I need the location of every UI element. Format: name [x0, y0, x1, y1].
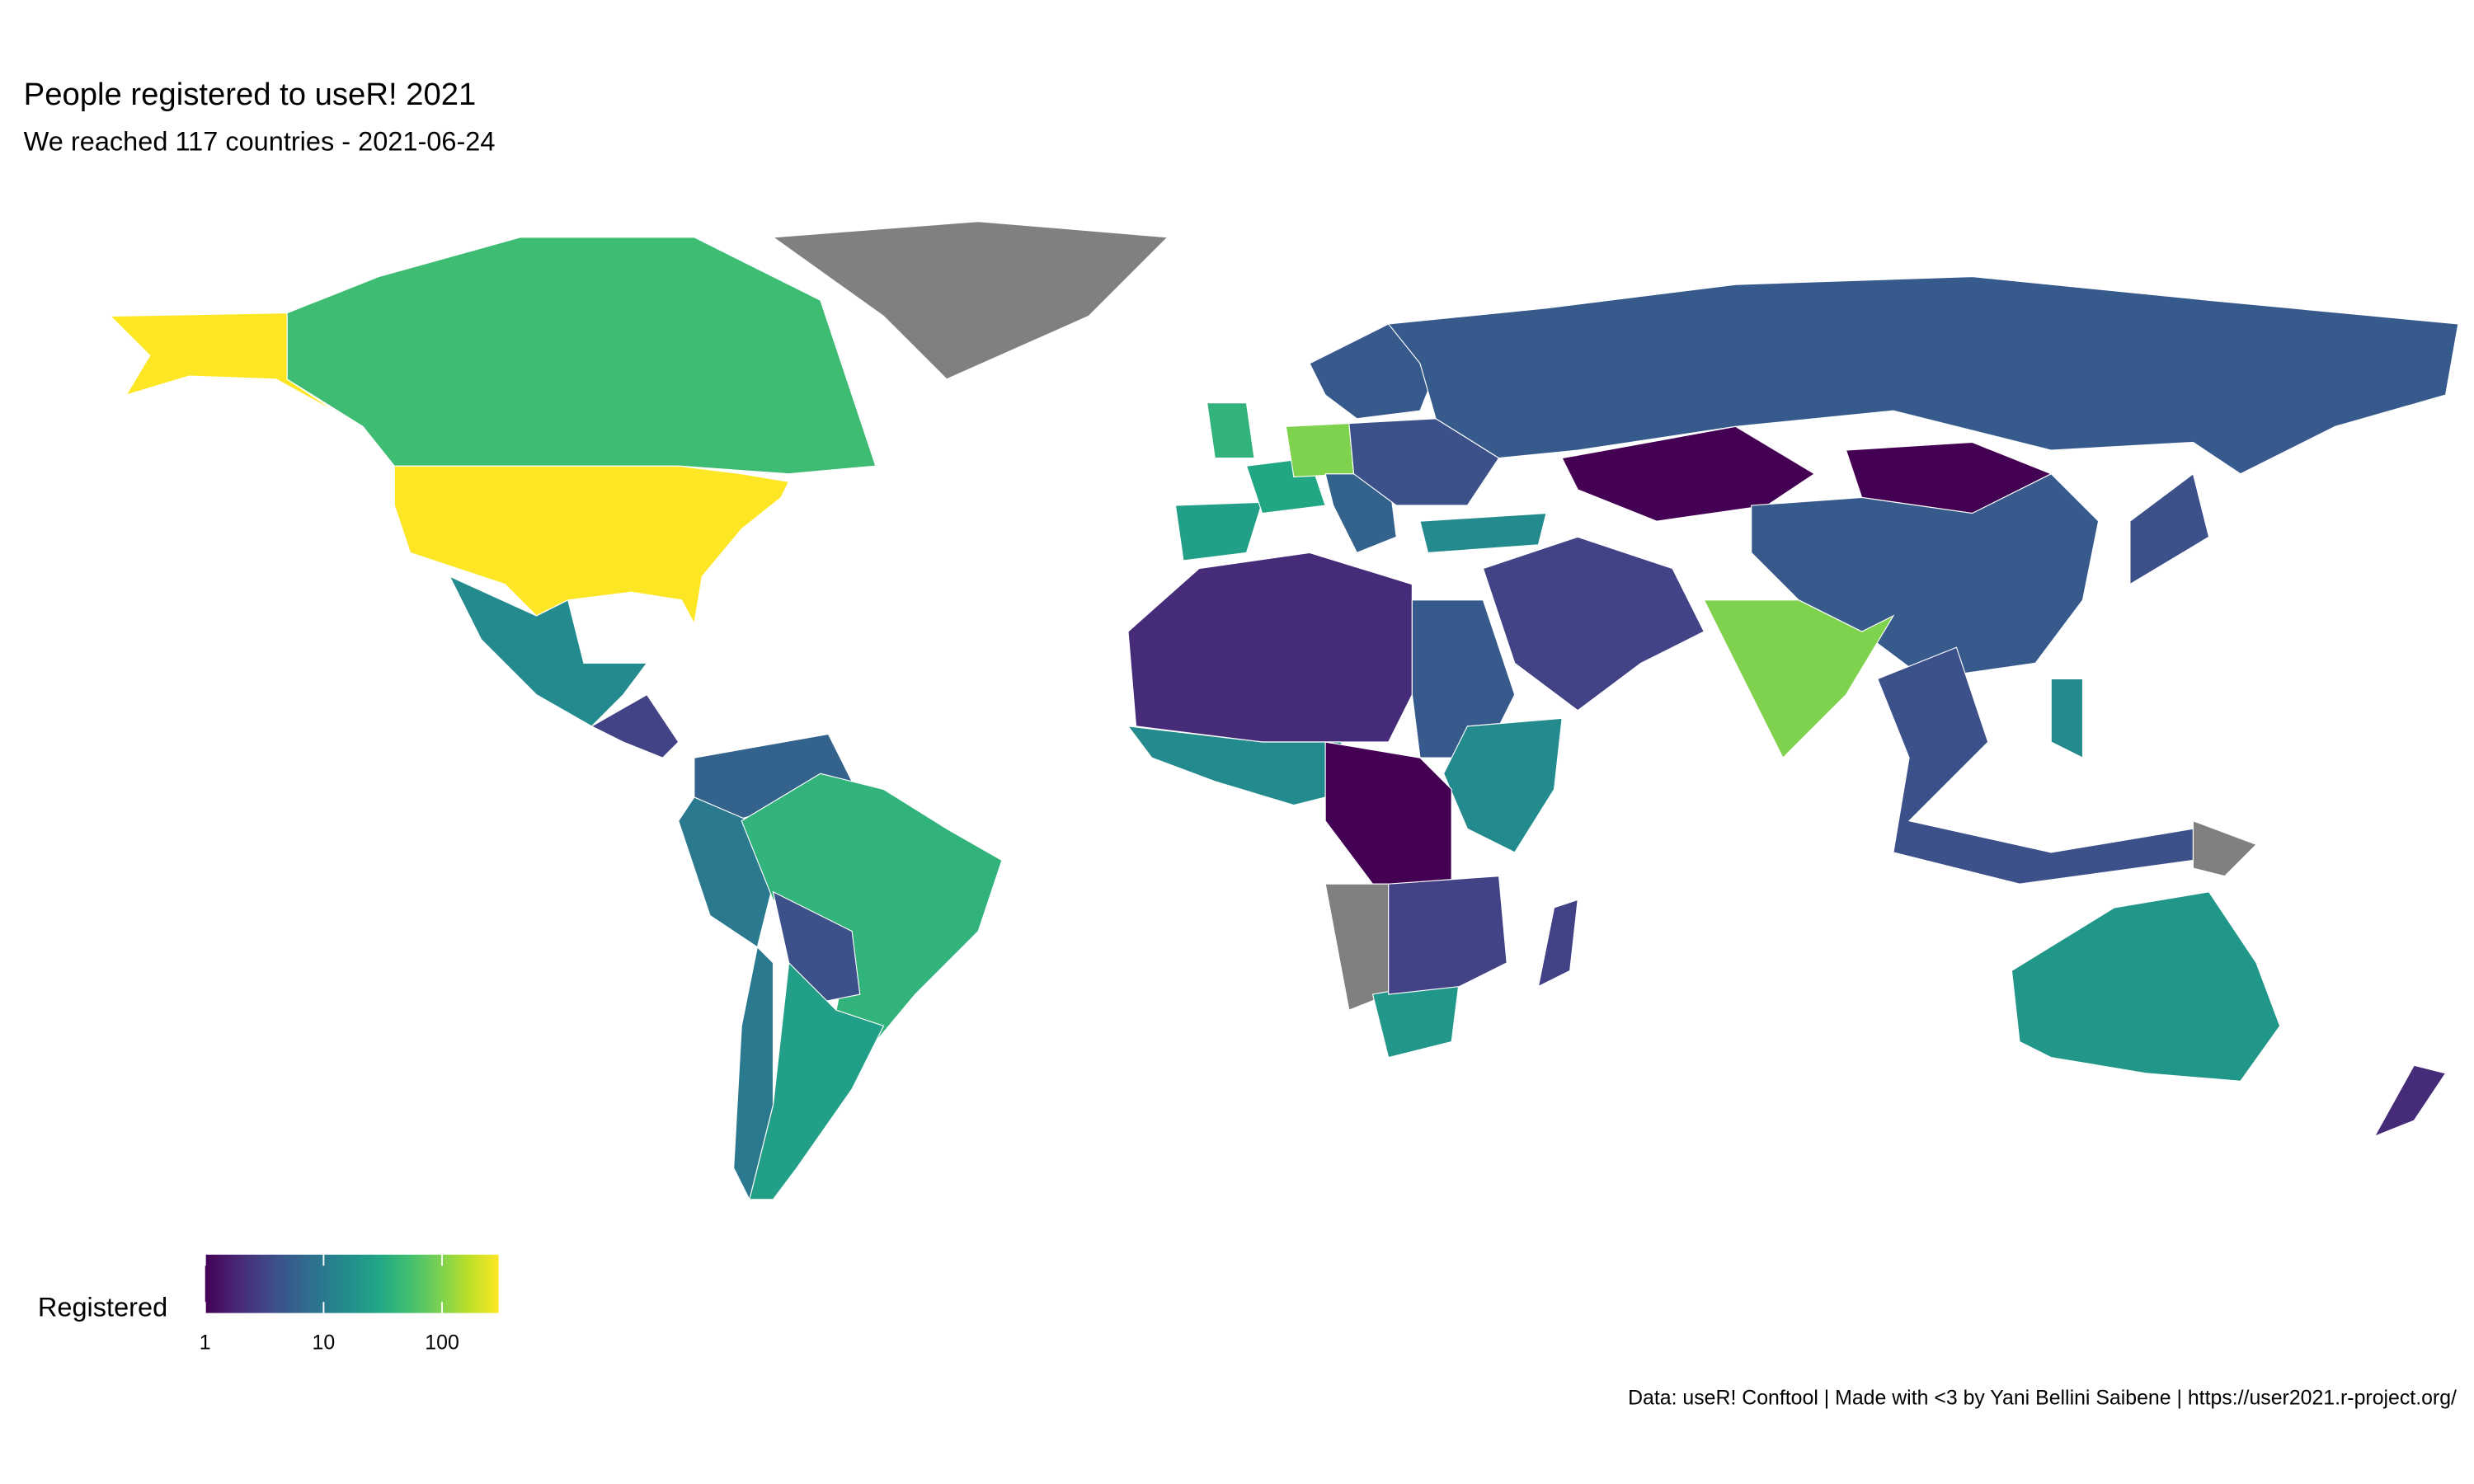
region — [1703, 599, 1895, 759]
region — [1174, 501, 1263, 561]
region — [1324, 741, 1452, 885]
region — [1324, 883, 1390, 1012]
region — [590, 693, 680, 758]
region — [1877, 646, 2194, 885]
map-title: People registered to useR! 2021 — [24, 77, 477, 112]
region — [1751, 473, 2100, 680]
region — [1127, 552, 1413, 743]
region — [449, 575, 648, 727]
region — [1387, 276, 2459, 475]
regions — [109, 221, 2459, 1201]
region — [772, 890, 861, 1003]
region — [1443, 717, 1563, 853]
region — [1419, 512, 1547, 554]
region — [733, 946, 774, 1201]
region — [2011, 891, 2281, 1082]
map-subtitle: We reached 117 countries - 2021-06-24 — [24, 127, 496, 157]
colorbar-tick-label: 1 — [200, 1331, 211, 1355]
region — [286, 237, 877, 475]
colorbar-tick-label: 100 — [425, 1331, 459, 1355]
colorbar — [205, 1254, 499, 1313]
region — [1285, 422, 1355, 478]
region — [771, 221, 1169, 380]
region — [1537, 899, 1578, 988]
region — [2050, 678, 2084, 759]
region — [2373, 1064, 2447, 1138]
legend-title: Registered — [38, 1292, 167, 1322]
caption: Data: useR! Conftool | Made with <3 by Y… — [1628, 1387, 2457, 1410]
region — [1206, 402, 1255, 459]
region — [2129, 472, 2210, 585]
region — [1482, 536, 1705, 711]
region — [2192, 819, 2258, 877]
colorbar-tick-label: 10 — [313, 1331, 336, 1355]
region — [1388, 876, 1507, 995]
region — [393, 465, 790, 626]
